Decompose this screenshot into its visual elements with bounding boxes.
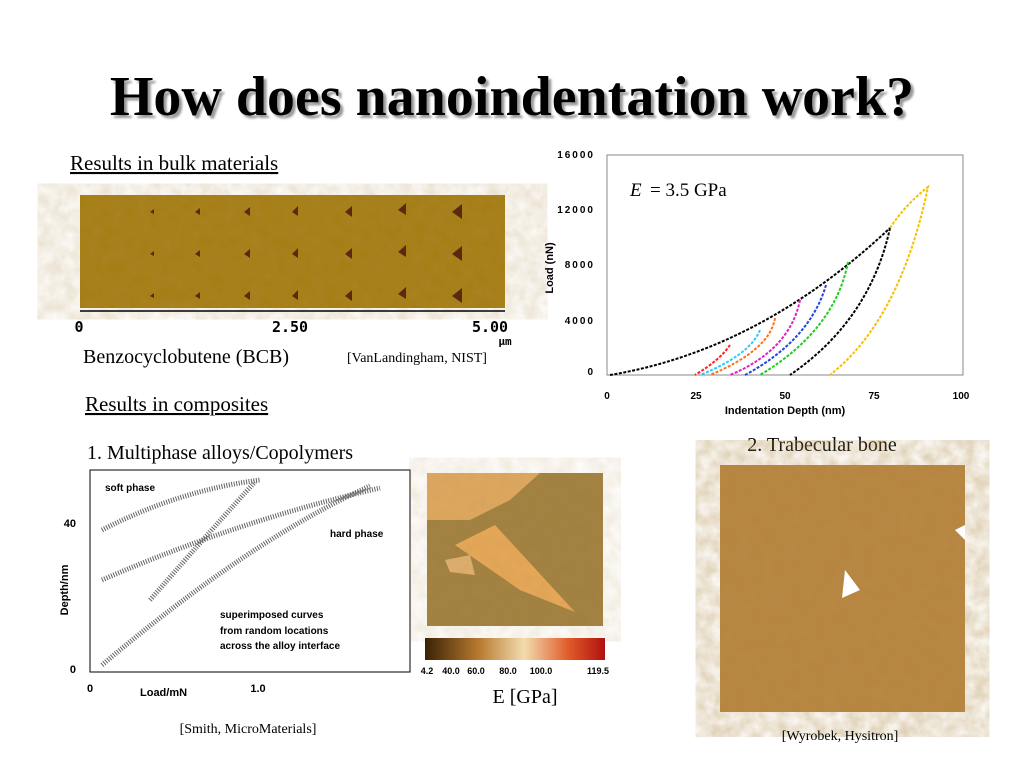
source: [VanLandingham, NIST] — [347, 351, 487, 366]
y-tick-label: 8000 — [565, 260, 595, 271]
x-tick-label: 100 — [953, 391, 970, 402]
colorbar-label: 40.0 — [442, 666, 460, 676]
load-chart — [606, 154, 964, 376]
y-tick-label: 40 — [64, 518, 76, 530]
y-tick-label: 4000 — [565, 316, 595, 327]
scale-unit: μm — [498, 335, 512, 348]
y-axis-label: Depth/nm — [59, 564, 71, 615]
chart-note: hard phase — [330, 529, 384, 540]
colorbar-title: E [GPa] — [493, 686, 558, 708]
modulus-map — [425, 473, 605, 660]
y-tick-label: 12000 — [557, 205, 595, 216]
x-tick-label: 1.0 — [250, 683, 265, 695]
chart-note: superimposed curves — [220, 610, 324, 621]
y-axis-label: Load (nN) — [544, 242, 556, 294]
y-tick-label: 0 — [70, 664, 76, 676]
source: [Wyrobek, Hysitron] — [782, 729, 899, 744]
colorbar-label: 80.0 — [499, 666, 517, 676]
chart-note: soft phase — [105, 483, 155, 494]
list-item: 1. Multiphase alloys/Copolymers — [87, 442, 353, 464]
colorbar-label: 100.0 — [530, 666, 553, 676]
scale-label: 2.50 — [272, 318, 308, 336]
x-tick-label: 0 — [604, 391, 610, 402]
x-axis-label: Indentation Depth (nm) — [725, 405, 846, 417]
y-tick-label: 0 — [587, 367, 595, 378]
slide-title: How does nanoindentation work? — [110, 66, 914, 128]
x-tick-label: 50 — [779, 391, 791, 402]
chart-note: across the alloy interface — [220, 641, 340, 652]
scale-label: 0 — [74, 318, 83, 336]
annotation: E — [629, 180, 642, 201]
bone-image — [720, 465, 965, 712]
section-heading: Results in composites — [85, 392, 268, 416]
colorbar-label: 60.0 — [467, 666, 485, 676]
chart-note: from random locations — [220, 626, 329, 637]
list-item: 2. Trabecular bone — [747, 434, 897, 456]
colorbar-label: 4.2 — [421, 666, 434, 676]
y-tick-label: 16000 — [557, 150, 595, 161]
x-tick-label: 75 — [868, 391, 880, 402]
colorbar-label: 119.5 — [587, 666, 609, 676]
x-tick-label: 0 — [87, 683, 93, 695]
section-heading: Results in bulk materials — [70, 151, 278, 175]
x-axis-label: Load/mN — [140, 687, 187, 699]
source: [Smith, MicroMaterials] — [180, 722, 317, 737]
depth-chart — [89, 469, 411, 673]
x-tick-label: 25 — [690, 391, 702, 402]
annotation: = 3.5 GPa — [650, 180, 727, 201]
scale-label: 5.00 — [472, 318, 508, 336]
caption: Benzocyclobutene (BCB) — [83, 346, 289, 368]
afm-image — [80, 195, 505, 312]
